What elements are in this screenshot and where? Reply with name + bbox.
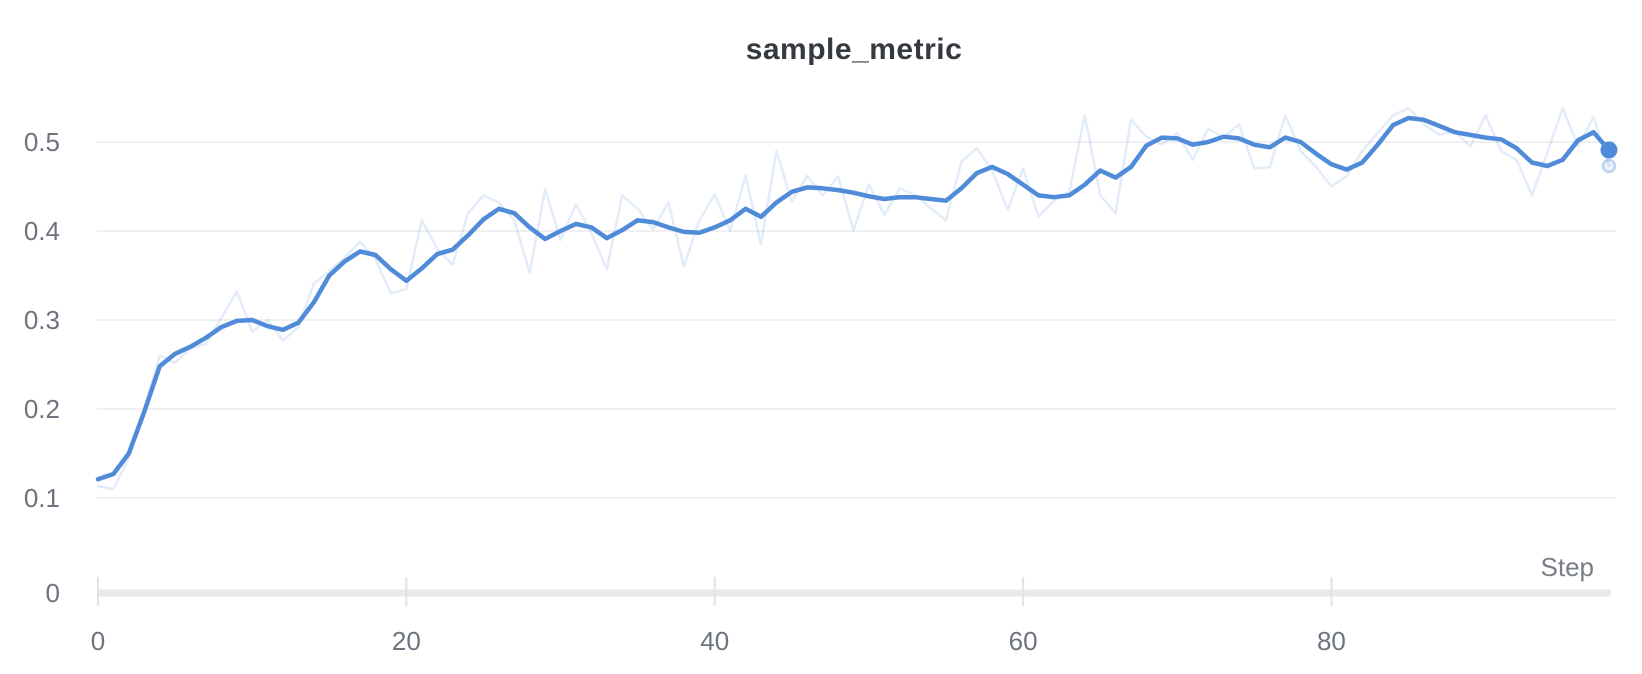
y-tick-label: 0.2 [23, 394, 60, 424]
gridlines [97, 141, 1616, 499]
x-tick-label: 40 [700, 626, 730, 656]
x-tick-label: 20 [391, 626, 421, 656]
x-tick-label: 80 [1316, 626, 1346, 656]
x-axis-band[interactable] [98, 589, 1611, 597]
x-axis-ticks [97, 577, 1333, 606]
y-tick-label: 0 [45, 578, 60, 608]
y-tick-label: 0.5 [23, 127, 60, 157]
x-tick-label: 60 [1008, 626, 1038, 656]
x-axis-title: Step [1540, 552, 1595, 582]
smoothed-series-line [95, 115, 1612, 482]
y-tick-label: 0.4 [23, 216, 60, 246]
raw-series-line [96, 106, 1611, 491]
raw-last-point-marker[interactable] [1601, 158, 1617, 174]
smoothed-last-point-marker[interactable] [1600, 141, 1618, 159]
y-tick-label: 0.3 [23, 305, 60, 335]
x-tick-label: 0 [90, 626, 106, 656]
chart-title: sample_metric [745, 33, 963, 66]
y-tick-label: 0.1 [23, 483, 60, 513]
